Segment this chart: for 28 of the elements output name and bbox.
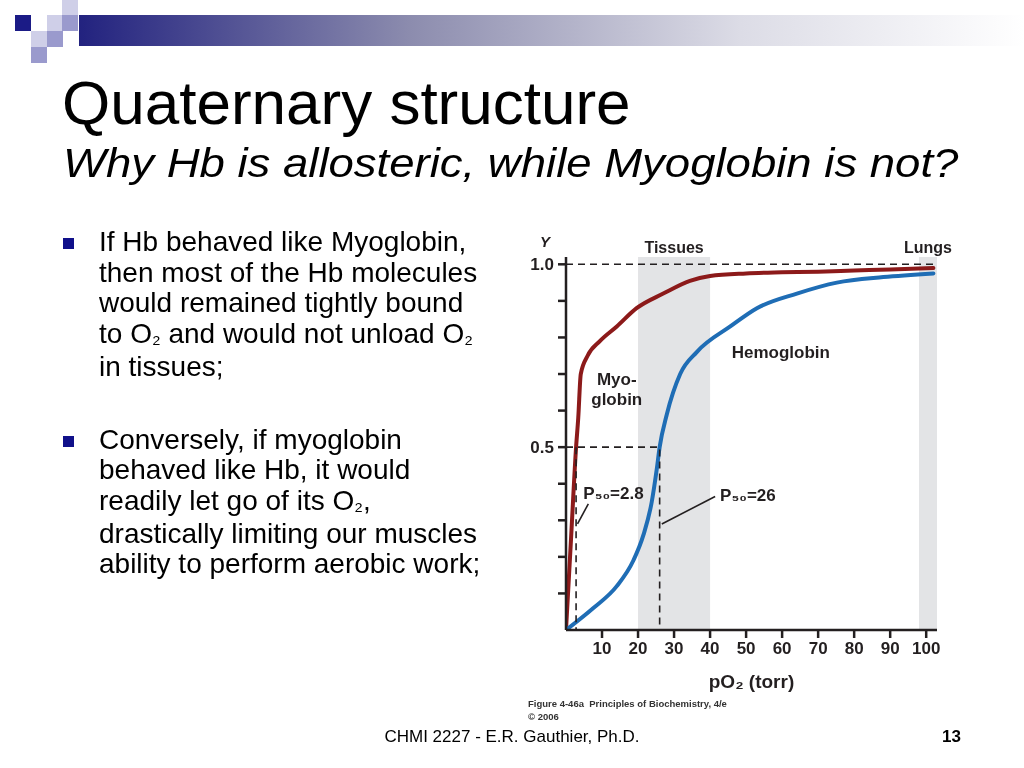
annotation: P₅₀=26: [720, 485, 776, 505]
text: CHMI 2227 - E.R. Gauthier, Ph.D.: [383, 727, 641, 747]
x-axis-title: pO₂ (torr): [708, 671, 795, 692]
x-tick-label: 10: [592, 639, 612, 659]
series-label: Hemoglobin: [731, 343, 830, 363]
text: © 2006: [528, 710, 560, 723]
x-tick-label: 50: [736, 639, 756, 659]
x-tick-label: 80: [844, 639, 864, 659]
x-tick-label: 60: [772, 639, 792, 659]
x-tick-label: 100: [912, 639, 941, 659]
band-label: Tissues: [644, 239, 704, 256]
band-label: Lungs: [904, 239, 953, 256]
x-tick-label: 70: [808, 639, 828, 659]
x-tick-label: 20: [628, 639, 648, 659]
series-label: Myo- globin: [591, 370, 643, 410]
y-tick-label: 1.0: [530, 255, 554, 275]
x-tick-label: 90: [880, 639, 900, 659]
y-axis-title: Y: [539, 233, 552, 250]
chart-subtitle: Why Hb is allosteric, while Myoglobin is not?: [63, 140, 959, 187]
y-tick-label: 0.5: [530, 438, 554, 458]
x-tick-label: 40: [700, 639, 720, 659]
text: 13: [942, 727, 961, 747]
annotation: P₅₀=2.8: [583, 483, 644, 503]
caption: Figure 4-46a Principles of Biochemistry, 4/e: [528, 697, 727, 710]
text: If Hb behaved like Myoglobin, then most of the Hb molecules would remained tightly bound to O₂ and would not unload O₂ in tissues;: [99, 226, 478, 382]
chart-title: Quaternary structure: [62, 67, 631, 138]
x-tick-label: 30: [664, 639, 684, 659]
text: Conversely, if myoglobin behaved like Hb, it would readily let go of its O₂, drastically limiting our muscles ability to perform aerobic work;: [99, 423, 482, 581]
